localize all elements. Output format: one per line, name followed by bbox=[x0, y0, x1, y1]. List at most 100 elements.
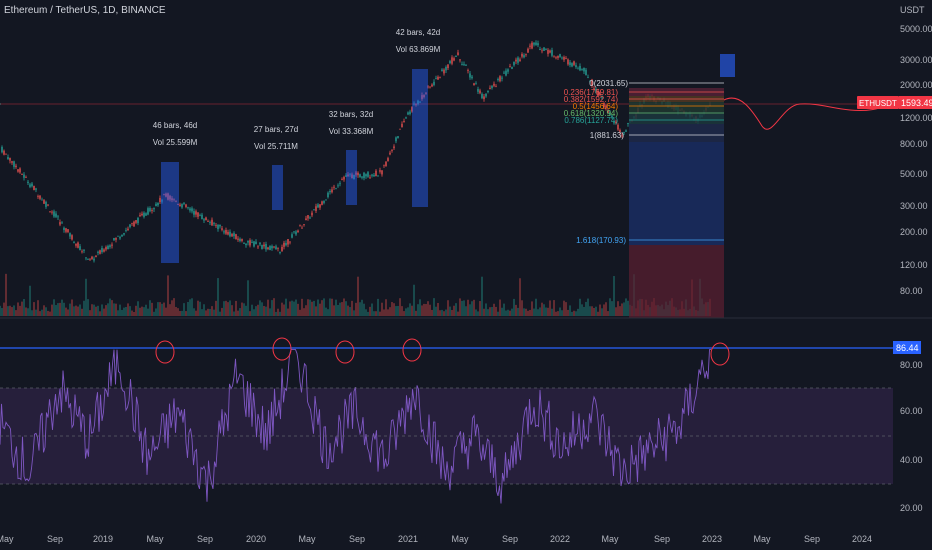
volume-bar bbox=[271, 300, 273, 316]
candle-body bbox=[425, 92, 427, 94]
rsi-pane[interactable] bbox=[0, 337, 893, 504]
volume-bar bbox=[609, 298, 611, 316]
volume-bar bbox=[335, 299, 337, 316]
candle-body bbox=[101, 247, 103, 253]
candle-body bbox=[423, 95, 425, 98]
candle-body bbox=[137, 218, 139, 224]
volume-bar bbox=[37, 300, 39, 316]
candle-body bbox=[53, 211, 55, 217]
y-axis-tick: 200.00 bbox=[900, 227, 928, 237]
volume-bar bbox=[381, 302, 383, 316]
candle-body bbox=[325, 199, 327, 201]
chart-title: Ethereum / TetherUS, 1D, BINANCE bbox=[4, 5, 166, 16]
volume-bar bbox=[89, 310, 91, 316]
volume-bar bbox=[545, 307, 547, 316]
axes: USDT 5000.00 3000.00 2000.00 1200.00 800.00 50… bbox=[0, 5, 932, 544]
price-pane[interactable]: 46 bars, 46d Vol 25.599M 27 bars, 27d Vol 2… bbox=[0, 0, 894, 318]
candle-body bbox=[187, 207, 189, 209]
candle-body bbox=[167, 193, 169, 200]
volume-bar bbox=[129, 306, 131, 316]
candle-body bbox=[621, 135, 623, 137]
candle-body bbox=[385, 161, 387, 167]
candle-body bbox=[285, 243, 287, 246]
volume-bar bbox=[179, 311, 181, 316]
volume-bar bbox=[175, 306, 177, 316]
candle-body bbox=[553, 56, 555, 58]
rsi-y-axis-tick: 40.00 bbox=[900, 455, 923, 465]
volume-bar bbox=[27, 308, 29, 316]
candle-body bbox=[459, 59, 461, 61]
volume-bar bbox=[553, 300, 555, 316]
volume-bar bbox=[457, 311, 459, 316]
candle-body bbox=[109, 245, 111, 247]
volume-bar bbox=[23, 299, 25, 316]
volume-bar bbox=[519, 278, 521, 316]
candle-body bbox=[193, 211, 195, 215]
candle-body bbox=[13, 161, 15, 167]
candle-body bbox=[417, 100, 419, 105]
volume-bar bbox=[19, 305, 21, 316]
volume-bar bbox=[327, 309, 329, 316]
volume-bar bbox=[451, 309, 453, 316]
candle-body bbox=[509, 65, 511, 67]
volume-bar bbox=[3, 302, 5, 316]
volume-bar bbox=[329, 298, 331, 316]
volume-bar bbox=[31, 310, 33, 316]
y-axis-tick: 3000.00 bbox=[900, 55, 932, 65]
volume-bar bbox=[523, 308, 525, 316]
candle-body bbox=[369, 177, 371, 179]
candle-body bbox=[529, 45, 531, 47]
volume-bar bbox=[45, 307, 47, 316]
candle-body bbox=[239, 238, 241, 242]
volume-bar bbox=[241, 302, 243, 316]
candle-body bbox=[607, 110, 609, 113]
volume-bar bbox=[453, 305, 455, 316]
volume-bar bbox=[29, 285, 31, 316]
candle-body bbox=[531, 42, 533, 49]
fib-label: 0.236(1769.81) bbox=[564, 88, 619, 97]
candle-body bbox=[163, 194, 165, 196]
candle-body bbox=[347, 174, 349, 177]
volume-bar bbox=[257, 304, 259, 316]
candle-body bbox=[481, 93, 483, 99]
candle-body bbox=[339, 183, 341, 185]
volume-bar bbox=[253, 309, 255, 316]
candle-body bbox=[147, 208, 149, 215]
candle-body bbox=[25, 177, 27, 178]
volume-bar bbox=[379, 311, 381, 316]
x-axis-tick: Sep bbox=[502, 534, 518, 544]
candle-body bbox=[441, 69, 443, 72]
volume-bar bbox=[33, 302, 35, 316]
candle-body bbox=[183, 203, 185, 204]
volume-bar bbox=[391, 302, 393, 316]
candle-body bbox=[73, 242, 75, 243]
volume-bar bbox=[433, 298, 435, 316]
candle-body bbox=[87, 259, 89, 260]
measure-volume-label: Vol 25.711M bbox=[254, 142, 298, 151]
volume-bar bbox=[455, 303, 457, 316]
candle-body bbox=[115, 238, 117, 240]
volume-bar bbox=[111, 300, 113, 316]
volume-bar bbox=[569, 305, 571, 316]
volume-bar bbox=[585, 301, 587, 316]
volume-bar bbox=[209, 308, 211, 316]
candle-body bbox=[289, 241, 291, 243]
candle-body bbox=[195, 211, 197, 215]
volume-bar bbox=[269, 308, 271, 316]
volume-bar bbox=[273, 298, 275, 316]
measure-volume-label: Vol 33.368M bbox=[329, 127, 374, 136]
volume-bar bbox=[217, 278, 219, 316]
candle-body bbox=[357, 172, 359, 176]
candle-body bbox=[33, 185, 35, 190]
volume-bar bbox=[593, 307, 595, 316]
volume-bar bbox=[281, 302, 283, 316]
candle-body bbox=[305, 218, 307, 221]
volume-bar bbox=[287, 308, 289, 316]
candle-body bbox=[265, 244, 267, 250]
candle-body bbox=[595, 88, 597, 93]
candle-body bbox=[1, 146, 3, 153]
candle-body bbox=[143, 212, 145, 217]
candle-body bbox=[157, 202, 159, 206]
